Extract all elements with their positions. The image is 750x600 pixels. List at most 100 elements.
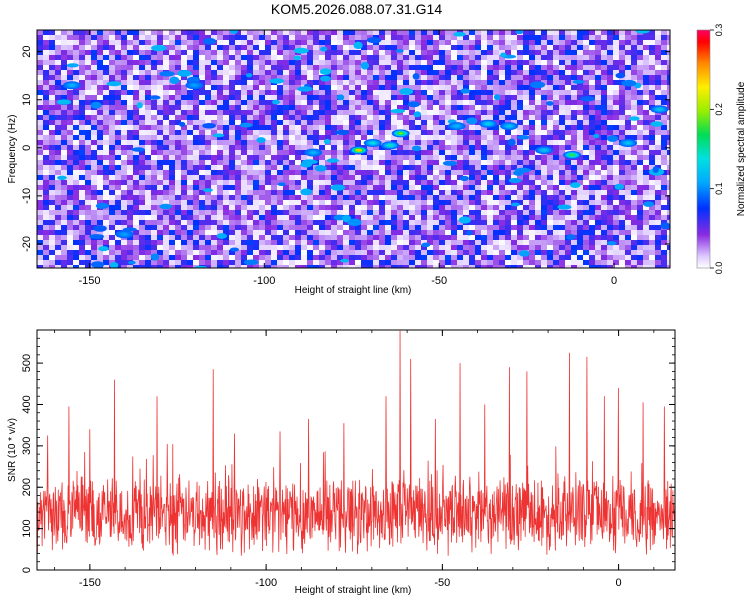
heatmap-cell: [301, 250, 308, 256]
heatmap-cell: [259, 145, 266, 151]
heatmap-cell: [619, 100, 626, 106]
heatmap-cell: [199, 45, 206, 51]
heatmap-cell: [313, 110, 320, 116]
heatmap-cell: [583, 215, 590, 221]
heatmap-cell: [607, 165, 614, 171]
heatmap-cell: [577, 190, 584, 196]
heatmap-cell: [247, 40, 254, 46]
heatmap-cell: [91, 180, 98, 186]
heatmap-cell: [511, 235, 518, 241]
heatmap-cell: [427, 65, 434, 71]
heatmap-cell: [271, 50, 278, 56]
heatmap-cell: [121, 200, 128, 206]
heatmap-cell: [595, 200, 602, 206]
heatmap-cell: [43, 95, 50, 101]
heatmap-cell: [193, 130, 200, 136]
heatmap-cell: [637, 85, 644, 91]
heatmap-cell: [151, 260, 158, 266]
heatmap-cell: [187, 150, 194, 156]
heatmap-cell: [553, 235, 560, 241]
heatmap-cell: [235, 90, 242, 96]
heatmap-cell: [427, 40, 434, 46]
heatmap-cell: [79, 115, 86, 121]
heatmap-cell: [97, 110, 104, 116]
heatmap-cell: [391, 65, 398, 71]
heatmap-cell: [397, 260, 404, 266]
heatmap-cell: [475, 115, 482, 121]
heatmap-cell: [265, 85, 272, 91]
heatmap-cell: [373, 45, 380, 51]
heatmap-cell: [103, 185, 110, 191]
heatmap-cell: [265, 155, 272, 161]
heatmap-cell: [535, 30, 542, 36]
heatmap-cell: [223, 70, 230, 76]
heatmap-cell: [97, 60, 104, 66]
heatmap-cell: [295, 105, 302, 111]
heatmap-cell: [457, 115, 464, 121]
heatmap-cell: [313, 200, 320, 206]
heatmap-cell: [385, 215, 392, 221]
heatmap-cell: [217, 50, 224, 56]
heatmap-cell: [655, 220, 662, 226]
heatmap-cell: [91, 155, 98, 161]
heatmap-cell: [421, 115, 428, 121]
heatmap-cell: [331, 45, 338, 51]
heatmap-cell: [337, 75, 344, 81]
heatmap-cell: [361, 35, 368, 41]
heatmap-cell: [301, 100, 308, 106]
heatmap-cell: [409, 180, 416, 186]
heatmap-cell: [73, 225, 80, 231]
heatmap-cell: [433, 55, 440, 61]
heatmap-cell: [61, 40, 68, 46]
heatmap-cell: [343, 205, 350, 211]
heatmap-cell: [487, 225, 494, 231]
heatmap-cell: [247, 110, 254, 116]
heatmap-cell: [505, 200, 512, 206]
heatmap-cell: [199, 80, 206, 86]
heatmap-cell: [523, 130, 530, 136]
heatmap-cell: [547, 95, 554, 101]
heatmap-cell: [37, 50, 44, 56]
heatmap-cell: [517, 55, 524, 61]
heatmap-cell: [535, 200, 542, 206]
heatmap-cell: [211, 50, 218, 56]
heatmap-cell: [373, 230, 380, 236]
heatmap-cell: [97, 215, 104, 221]
heatmap-cell: [277, 65, 284, 71]
heatmap-cell: [469, 110, 476, 116]
heatmap-cell: [523, 140, 530, 146]
heatmap-cell: [157, 65, 164, 71]
heatmap-cell: [313, 75, 320, 81]
heatmap-cell: [85, 235, 92, 241]
heatmap-cell: [241, 75, 248, 81]
heatmap-cell: [439, 70, 446, 76]
heatmap-cell: [589, 190, 596, 196]
heatmap-cell: [421, 160, 428, 166]
heatmap-cell: [613, 145, 620, 151]
heatmap-cell: [523, 245, 530, 251]
heatmap-cell: [541, 185, 548, 191]
heatmap-cell: [595, 95, 602, 101]
heatmap-cell: [223, 45, 230, 51]
heatmap-cell: [205, 180, 212, 186]
heatmap-cell: [325, 125, 332, 131]
heatmap-cell: [115, 105, 122, 111]
heatmap-cell: [103, 135, 110, 141]
heatmap-cell: [247, 160, 254, 166]
heatmap-cell: [169, 50, 176, 56]
heatmap-cell: [595, 90, 602, 96]
heatmap-cell: [337, 195, 344, 201]
heatmap-cell: [643, 115, 650, 121]
heatmap-cell: [451, 40, 458, 46]
heatmap-cell: [43, 125, 50, 131]
heatmap-cell: [163, 150, 170, 156]
heatmap-cell: [205, 120, 212, 126]
heatmap-cell: [625, 95, 632, 101]
heatmap-cell: [109, 185, 116, 191]
heatmap-cell: [283, 240, 290, 246]
heatmap-cell: [655, 255, 662, 261]
heatmap-cell: [79, 190, 86, 196]
heatmap-cell: [385, 250, 392, 256]
heatmap-cell: [529, 255, 536, 261]
heatmap-cell: [607, 85, 614, 91]
